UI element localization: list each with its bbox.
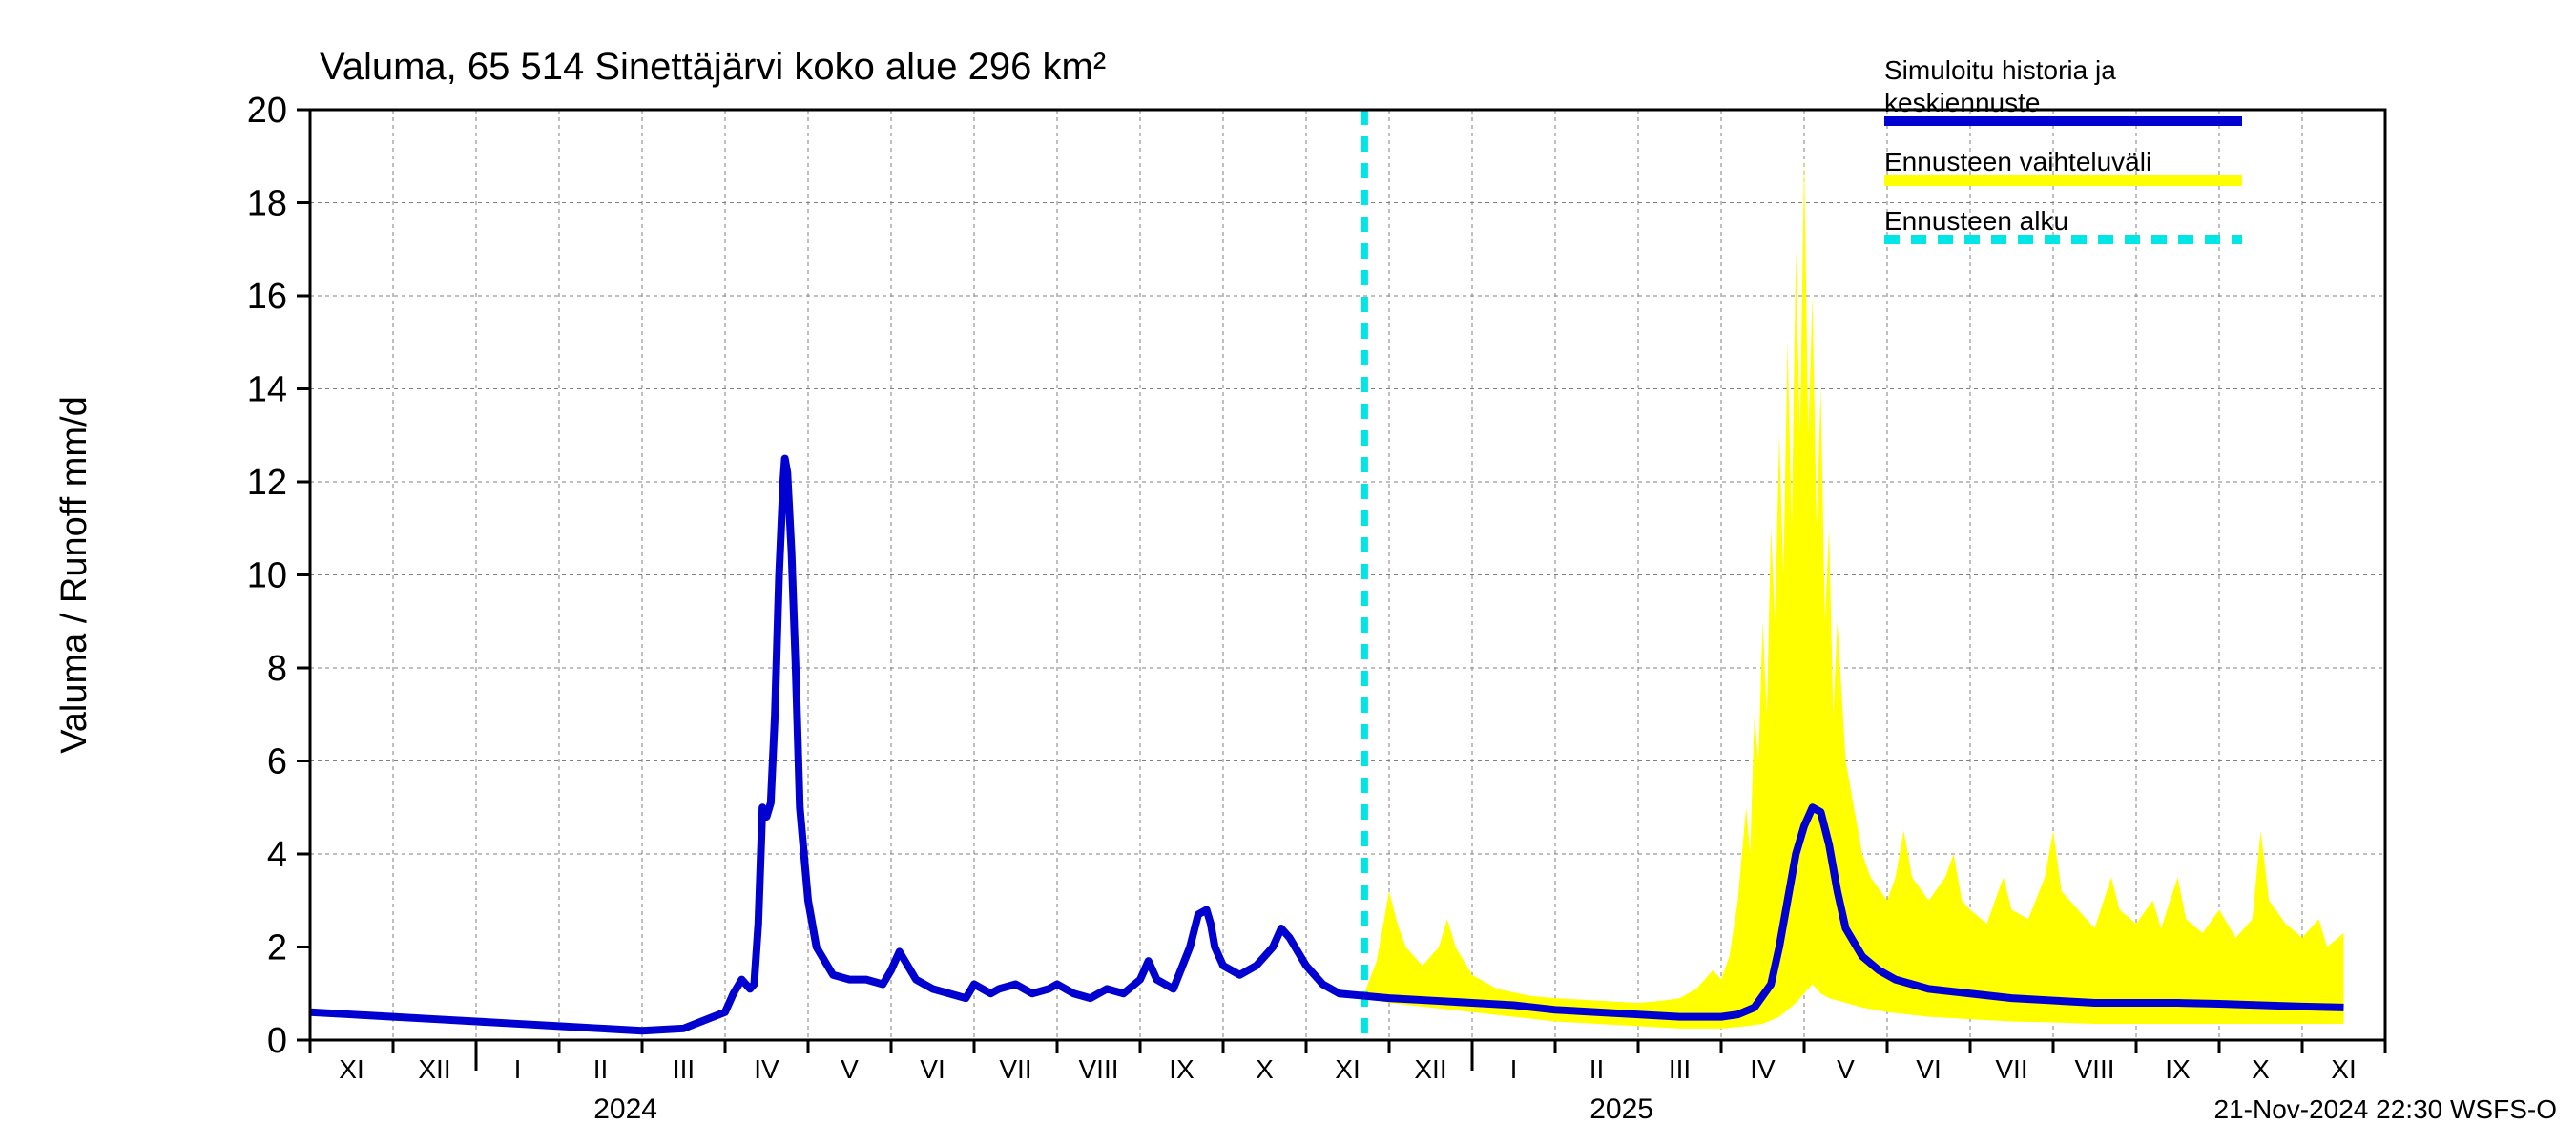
svg-text:IV: IV <box>1750 1054 1776 1084</box>
svg-text:2025: 2025 <box>1589 1093 1653 1125</box>
svg-text:XII: XII <box>1414 1054 1446 1084</box>
svg-text:VI: VI <box>1916 1054 1941 1084</box>
svg-text:12: 12 <box>247 463 287 503</box>
svg-text:VII: VII <box>999 1054 1031 1084</box>
svg-text:XI: XI <box>2331 1054 2356 1084</box>
svg-text:III: III <box>673 1054 695 1084</box>
legend-label: keskiennuste <box>1884 88 2040 117</box>
svg-text:16: 16 <box>247 277 287 317</box>
svg-text:VII: VII <box>1995 1054 2027 1084</box>
svg-text:I: I <box>514 1054 522 1084</box>
chart-title: Valuma, 65 514 Sinettäjärvi koko alue 29… <box>320 46 1106 88</box>
svg-text:6: 6 <box>267 742 287 782</box>
svg-text:VIII: VIII <box>2074 1054 2114 1084</box>
svg-text:IX: IX <box>2165 1054 2191 1084</box>
svg-text:III: III <box>1669 1054 1691 1084</box>
svg-text:V: V <box>841 1054 859 1084</box>
legend-swatch <box>1884 175 2242 186</box>
svg-text:4: 4 <box>267 835 287 875</box>
svg-text:20: 20 <box>247 91 287 131</box>
legend-label: Ennusteen vaihteluväli <box>1884 147 2151 177</box>
svg-text:XI: XI <box>339 1054 364 1084</box>
svg-text:10: 10 <box>247 556 287 596</box>
svg-text:II: II <box>1589 1054 1605 1084</box>
svg-text:14: 14 <box>247 370 287 410</box>
y-axis-label: Valuma / Runoff mm/d <box>54 396 94 754</box>
svg-text:VIII: VIII <box>1078 1054 1118 1084</box>
svg-text:X: X <box>1256 1054 1274 1084</box>
svg-text:0: 0 <box>267 1021 287 1061</box>
svg-text:2: 2 <box>267 928 287 968</box>
svg-text:VI: VI <box>920 1054 945 1084</box>
svg-text:8: 8 <box>267 649 287 689</box>
svg-text:II: II <box>593 1054 609 1084</box>
runoff-chart: 02468101214161820XIXIIIIIIIIIVVVIVIIVIII… <box>0 0 2576 1145</box>
svg-text:2024: 2024 <box>593 1093 657 1125</box>
footer-text: 21-Nov-2024 22:30 WSFS-O <box>2214 1094 2558 1124</box>
svg-text:XI: XI <box>1335 1054 1360 1084</box>
svg-text:IV: IV <box>754 1054 779 1084</box>
legend-label: Ennusteen alku <box>1884 206 2068 236</box>
svg-text:I: I <box>1510 1054 1518 1084</box>
svg-text:IX: IX <box>1169 1054 1195 1084</box>
svg-text:V: V <box>1837 1054 1855 1084</box>
svg-text:18: 18 <box>247 184 287 224</box>
svg-text:XII: XII <box>418 1054 450 1084</box>
svg-text:X: X <box>2252 1054 2270 1084</box>
legend-label: Simuloitu historia ja <box>1884 55 2116 85</box>
